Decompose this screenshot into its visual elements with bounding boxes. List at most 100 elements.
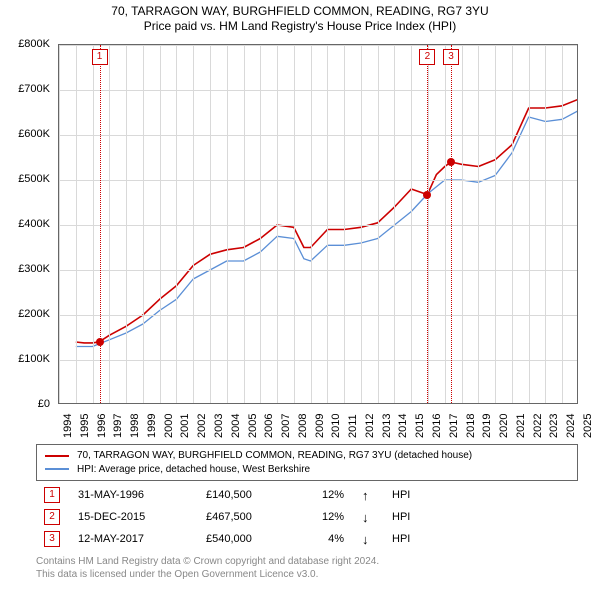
title-block: 70, TARRAGON WAY, BURGHFIELD COMMON, REA… — [0, 4, 600, 34]
gridline-vertical — [344, 45, 345, 403]
y-axis-tick-label: £400K — [0, 218, 50, 230]
legend-label-subject: 70, TARRAGON WAY, BURGHFIELD COMMON, REA… — [77, 449, 472, 463]
legend-label-hpi: HPI: Average price, detached house, West… — [77, 463, 310, 477]
x-axis-tick-label: 2023 — [548, 414, 560, 438]
y-axis-tick-label: £700K — [0, 83, 50, 95]
x-axis-tick-label: 2006 — [263, 414, 275, 438]
legend-item-hpi: HPI: Average price, detached house, West… — [45, 463, 569, 477]
gridline-vertical — [294, 45, 295, 403]
x-axis-tick-label: 2020 — [498, 414, 510, 438]
x-axis-tick-label: 2010 — [330, 414, 342, 438]
x-axis-tick-label: 2002 — [196, 414, 208, 438]
chart-plot-area: 123 — [58, 44, 578, 404]
gridline-vertical — [193, 45, 194, 403]
gridline-vertical — [143, 45, 144, 403]
title-line-2: Price paid vs. HM Land Registry's House … — [0, 19, 600, 34]
y-axis-labels: £0£100K£200K£300K£400K£500K£600K£700K£80… — [0, 44, 54, 404]
event-price: £140,500 — [206, 489, 296, 501]
gridline-vertical — [478, 45, 479, 403]
title-line-1: 70, TARRAGON WAY, BURGHFIELD COMMON, REA… — [0, 4, 600, 19]
gridline-vertical — [311, 45, 312, 403]
gridline-horizontal — [59, 45, 577, 46]
event-date: 31-MAY-1996 — [78, 489, 188, 501]
attribution: Contains HM Land Registry data © Crown c… — [36, 556, 578, 581]
event-hpi-label: HPI — [392, 511, 422, 523]
gridline-vertical — [227, 45, 228, 403]
gridline-horizontal — [59, 180, 577, 181]
x-axis-tick-label: 1994 — [62, 414, 74, 438]
y-axis-tick-label: £0 — [0, 398, 50, 410]
gridline-vertical — [93, 45, 94, 403]
legend-box: 70, TARRAGON WAY, BURGHFIELD COMMON, REA… — [36, 444, 578, 481]
event-marker-3: 3 — [443, 49, 459, 65]
gridline-vertical — [411, 45, 412, 403]
gridline-vertical — [512, 45, 513, 403]
gridline-vertical — [277, 45, 278, 403]
gridline-horizontal — [59, 90, 577, 91]
gridline-vertical — [260, 45, 261, 403]
x-axis-tick-label: 1998 — [129, 414, 141, 438]
gridline-horizontal — [59, 315, 577, 316]
x-axis-tick-label: 2013 — [381, 414, 393, 438]
x-axis-tick-label: 2004 — [230, 414, 242, 438]
attribution-line-2: This data is licensed under the Open Gov… — [36, 569, 578, 582]
x-axis-tick-label: 2016 — [431, 414, 443, 438]
x-axis-tick-label: 1995 — [79, 414, 91, 438]
event-delta: 12% — [314, 489, 344, 501]
event-hpi-label: HPI — [392, 489, 422, 501]
x-axis-tick-label: 2017 — [448, 414, 460, 438]
x-axis-tick-label: 2024 — [565, 414, 577, 438]
y-axis-tick-label: £300K — [0, 263, 50, 275]
gridline-vertical — [160, 45, 161, 403]
event-line-1 — [100, 45, 101, 403]
gridline-horizontal — [59, 360, 577, 361]
event-row: 215-DEC-2015£467,50012%↓HPI — [36, 506, 578, 528]
event-badge: 1 — [44, 487, 60, 503]
event-line-2 — [427, 45, 428, 403]
gridline-vertical — [394, 45, 395, 403]
arrow-icon: ↑ — [362, 489, 374, 502]
x-axis-tick-label: 2001 — [179, 414, 191, 438]
x-axis-tick-label: 2003 — [213, 414, 225, 438]
gridline-vertical — [378, 45, 379, 403]
x-axis-tick-label: 2011 — [347, 414, 359, 438]
x-axis-tick-label: 2007 — [280, 414, 292, 438]
gridline-vertical — [109, 45, 110, 403]
x-axis-tick-label: 1999 — [146, 414, 158, 438]
event-price: £540,000 — [206, 533, 296, 545]
legend-swatch-hpi — [45, 468, 69, 470]
x-axis-tick-label: 2005 — [247, 414, 259, 438]
gridline-vertical — [76, 45, 77, 403]
x-axis-tick-label: 2000 — [163, 414, 175, 438]
event-date: 15-DEC-2015 — [78, 511, 188, 523]
y-axis-tick-label: £800K — [0, 38, 50, 50]
chart-root: 70, TARRAGON WAY, BURGHFIELD COMMON, REA… — [0, 0, 600, 590]
gridline-horizontal — [59, 225, 577, 226]
event-badge: 2 — [44, 509, 60, 525]
event-date: 12-MAY-2017 — [78, 533, 188, 545]
x-axis-tick-label: 2018 — [465, 414, 477, 438]
y-axis-tick-label: £200K — [0, 308, 50, 320]
gridline-vertical — [361, 45, 362, 403]
gridline-vertical — [445, 45, 446, 403]
x-axis-tick-label: 2019 — [481, 414, 493, 438]
gridline-vertical — [244, 45, 245, 403]
y-axis-tick-label: £100K — [0, 353, 50, 365]
gridline-vertical — [126, 45, 127, 403]
arrow-icon: ↓ — [362, 533, 374, 546]
event-delta: 12% — [314, 511, 344, 523]
gridline-vertical — [210, 45, 211, 403]
x-axis-tick-label: 2025 — [582, 414, 594, 438]
gridline-vertical — [176, 45, 177, 403]
y-axis-tick-label: £500K — [0, 173, 50, 185]
gridline-vertical — [327, 45, 328, 403]
x-axis-tick-label: 1996 — [96, 414, 108, 438]
gridline-vertical — [529, 45, 530, 403]
event-hpi-label: HPI — [392, 533, 422, 545]
legend-item-subject: 70, TARRAGON WAY, BURGHFIELD COMMON, REA… — [45, 449, 569, 463]
event-marker-1: 1 — [92, 49, 108, 65]
attribution-line-1: Contains HM Land Registry data © Crown c… — [36, 556, 578, 569]
gridline-horizontal — [59, 135, 577, 136]
x-axis-tick-label: 2021 — [515, 414, 527, 438]
x-axis-tick-label: 2008 — [297, 414, 309, 438]
